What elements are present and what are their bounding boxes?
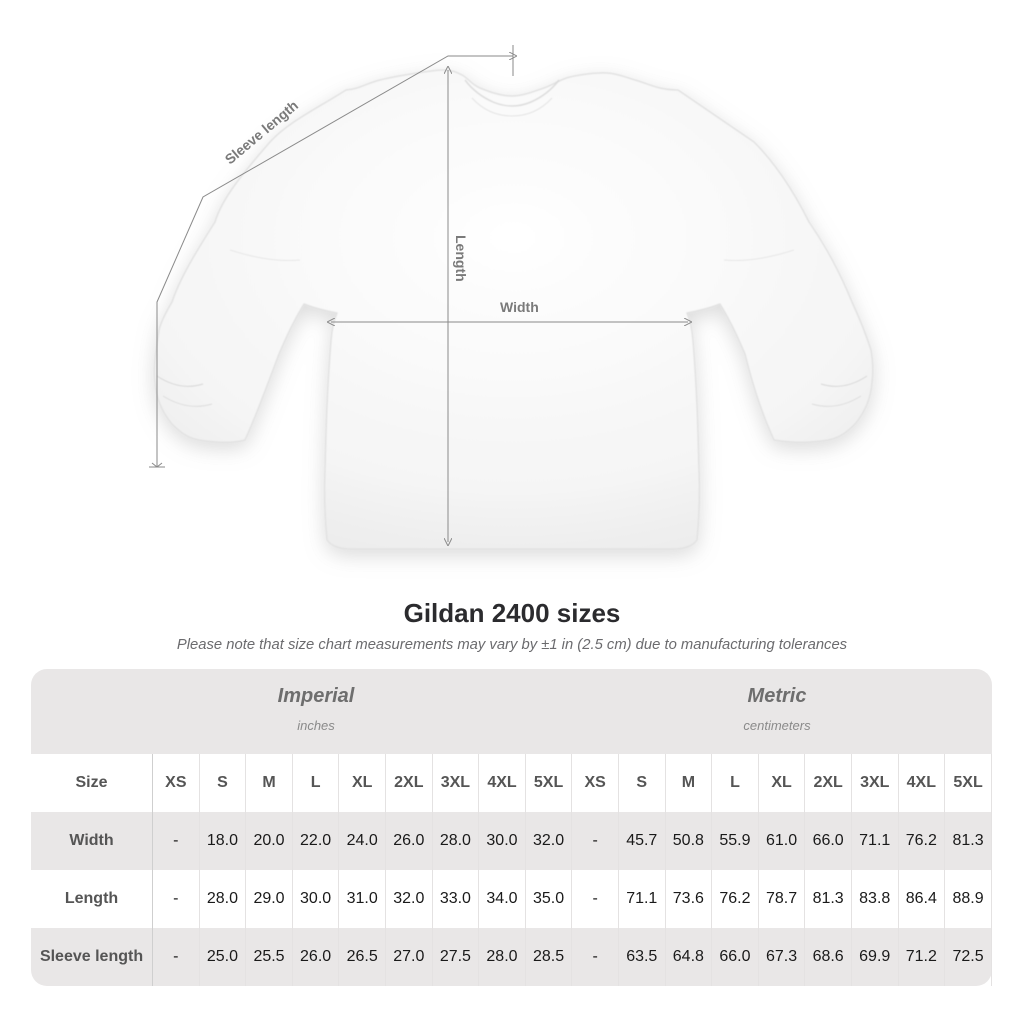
svg-text:Length: Length [453, 235, 469, 282]
svg-text:Width: Width [500, 299, 539, 315]
